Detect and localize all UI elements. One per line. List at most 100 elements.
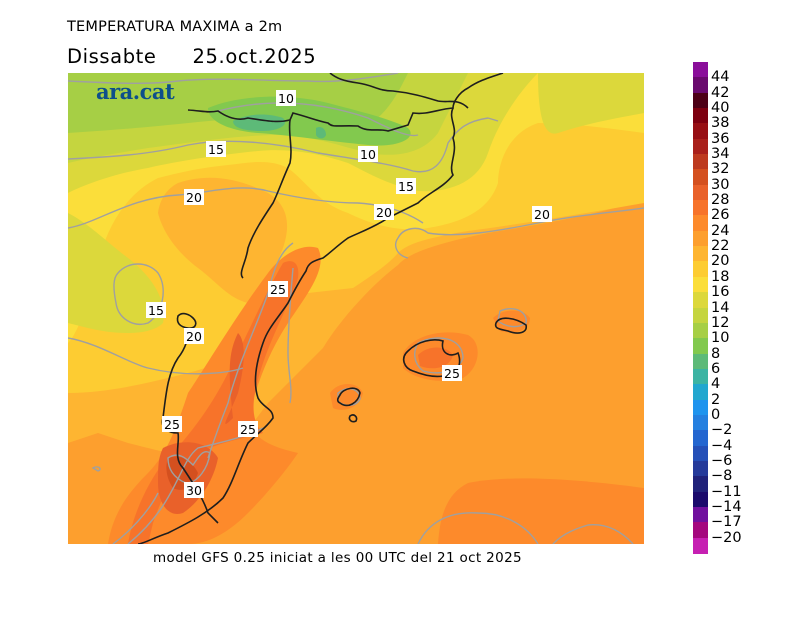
- isotherm-label: 25: [240, 422, 256, 437]
- colorbar-tick-label: 40: [711, 100, 730, 117]
- colorbar-tick-label: −8: [711, 468, 733, 485]
- isotherm-label: 20: [186, 190, 202, 205]
- colorbar-tick-label: 32: [711, 161, 730, 178]
- colorbar-labels: 44 42 40 38 36 34 32 30 28 26 24 22 20 18 16 14 12 10 8 6 4 2…: [709, 62, 769, 553]
- borders-coastline: [137, 73, 528, 544]
- colorbar-tick-label: 24: [711, 222, 730, 239]
- colorbar-segment: [693, 460, 708, 477]
- model-caption: model GFS 0.25 iniciat a les 00 UTC del …: [153, 550, 522, 566]
- isotherm-lines: [68, 73, 644, 544]
- colorbar-tick-label: −20: [711, 529, 742, 546]
- colorbar-tick-label: 20: [711, 253, 730, 270]
- colorbar-tick-label: −17: [711, 514, 742, 531]
- colorbar-tick-label: −4: [711, 437, 733, 454]
- colorbar-segment: [693, 200, 708, 217]
- colorbar-segment: [693, 522, 708, 539]
- colorbar-segment: [693, 230, 708, 247]
- colorbar-tick-label: 36: [711, 130, 730, 147]
- colorbar-segment: [693, 506, 708, 523]
- colorbar-segment: [693, 537, 708, 554]
- colorbar-segment: [693, 445, 708, 462]
- zone-20-22-ebro: [158, 177, 288, 303]
- isotherm-label: 15: [148, 303, 164, 318]
- colorbar-segment: [693, 123, 708, 140]
- isotherm-label: 25: [164, 417, 180, 432]
- colorbar-segment: [693, 184, 708, 201]
- colorbar-tick-label: 4: [711, 376, 721, 393]
- colorbar-segment: [693, 322, 708, 339]
- colorbar-segment: [693, 77, 708, 94]
- isotherm-label: 10: [360, 147, 376, 162]
- isotherm-label: 15: [208, 142, 224, 157]
- colorbar-segment: [693, 476, 708, 493]
- colorbar-segment: [693, 92, 708, 109]
- isotherm-label: 10: [278, 91, 294, 106]
- colorbar-tick-label: 26: [711, 207, 730, 224]
- colorbar-tick-label: 34: [711, 146, 730, 163]
- colorbar-tick-label: 8: [711, 345, 721, 362]
- isotherm-label-group: 10 10 15 15 15 20 20 20 20 25 25 25 25 3…: [146, 90, 552, 498]
- colorbar-tick-label: 18: [711, 268, 730, 285]
- colorbar-segment: [693, 62, 708, 78]
- colorbar-tick-label: −2: [711, 422, 733, 439]
- isotherm-label: 20: [376, 205, 392, 220]
- isotherm-label: 15: [398, 179, 414, 194]
- colorbar-segment: [693, 169, 708, 186]
- zone-14-16-east: [538, 73, 644, 134]
- colorbar-segment: [693, 307, 708, 324]
- colorbar-segment: [693, 353, 708, 370]
- colorbar-segment: [693, 276, 708, 293]
- forecast-date: Dissabte 25.oct.2025: [67, 45, 316, 68]
- forecast-day: Dissabte: [67, 45, 157, 68]
- colorbar-segment: [693, 399, 708, 416]
- colorbar-tick-label: 14: [711, 299, 730, 316]
- colorbar-segment: [693, 138, 708, 155]
- colorbar-segment: [693, 430, 708, 447]
- colorbar-tick-label: 6: [711, 360, 721, 377]
- colorbar-tick-label: 2: [711, 391, 721, 408]
- isotherm-label: 30: [186, 483, 202, 498]
- colorbar-segment: [693, 384, 708, 401]
- colorbar-tick-label: 12: [711, 314, 730, 331]
- colorbar-segment: [693, 414, 708, 431]
- zone-24-26-southeast: [438, 478, 644, 544]
- temperature-map: 10 10 15 15 15 20 20 20 20 25 25 25 25 3…: [68, 73, 644, 544]
- colorbar-tick-label: 10: [711, 330, 730, 347]
- colorbar: [693, 62, 708, 554]
- zone-6-8-b: [316, 126, 326, 139]
- colorbar-segment: [693, 292, 708, 309]
- colorbar-tick-label: 42: [711, 84, 730, 101]
- zone-24-26-menorca: [493, 310, 530, 333]
- chart-title: TEMPERATURA MAXIMA a 2m: [67, 19, 283, 35]
- zone-16-18-west: [68, 213, 164, 333]
- isotherm-label: 25: [444, 366, 460, 381]
- colorbar-tick-label: −6: [711, 452, 733, 469]
- zone-28-30: [225, 333, 244, 424]
- colorbar-segment: [693, 215, 708, 232]
- isotherm-label: 20: [534, 207, 550, 222]
- colorbar-tick-label: 30: [711, 176, 730, 193]
- colorbar-segment: [693, 338, 708, 355]
- isotherm-label: 20: [186, 329, 202, 344]
- colorbar-tick-label: 0: [711, 406, 721, 423]
- colorbar-tick-label: 38: [711, 115, 730, 132]
- colorbar-tick-label: 44: [711, 69, 730, 86]
- ara-cat-logo: ara.cat: [96, 79, 175, 104]
- colorbar-tick-label: 16: [711, 284, 730, 301]
- forecast-date-value: 25.oct.2025: [192, 45, 317, 68]
- colorbar-segment: [693, 108, 708, 124]
- colorbar-segment: [693, 154, 708, 170]
- colorbar-tick-label: −14: [711, 498, 742, 515]
- colorbar-tick-label: 22: [711, 238, 730, 255]
- zone-26-28-mallorca: [418, 347, 453, 369]
- colorbar-segment: [693, 368, 708, 385]
- zone-8-10: [208, 96, 411, 146]
- isotherm-label: 25: [270, 282, 286, 297]
- map-svg: 10 10 15 15 15 20 20 20 20 25 25 25 25 3…: [68, 73, 644, 544]
- zone-30-32: [166, 456, 198, 490]
- colorbar-segment: [693, 491, 708, 508]
- colorbar-segment: [693, 246, 708, 263]
- colorbar-tick-label: −11: [711, 483, 742, 500]
- colorbar-segment: [693, 261, 708, 278]
- colorbar-tick-label: 28: [711, 192, 730, 209]
